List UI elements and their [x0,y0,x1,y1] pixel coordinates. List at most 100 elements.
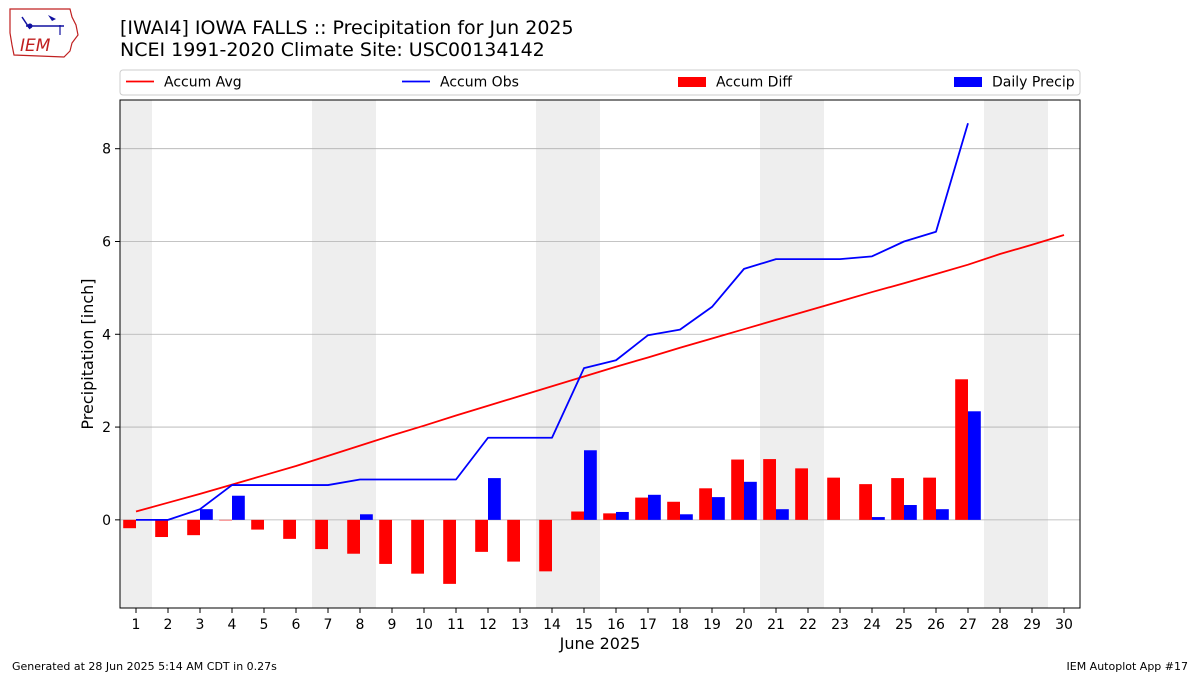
accum-diff-bar [251,519,264,530]
daily-precip-bar [680,514,693,520]
x-tick-label: 17 [639,617,657,633]
plot-frame [119,99,1081,609]
x-tick-label: 1 [132,617,141,633]
x-tick-label: 28 [991,617,1009,633]
x-tick-label: 30 [1055,617,1073,633]
daily-precip-bar [872,517,885,520]
daily-precip-bar [968,411,981,520]
x-tick-label: 12 [479,617,497,633]
accum-diff-bar [539,519,552,572]
legend-accum-diff-label: Accum Diff [716,75,792,91]
x-tick-label: 10 [415,617,433,633]
gridlines [120,148,1080,521]
x-tick-label: 14 [543,617,561,633]
x-axis-label: June 2025 [559,634,641,653]
weekend-band [1016,100,1048,608]
accum-diff-bar [763,459,776,520]
accum-diff-bar [443,519,456,584]
daily-precip-bar [904,505,917,520]
chart-subtitle: NCEI 1991-2020 Climate Site: USC00134142 [120,39,545,61]
x-tick-label: 7 [324,617,333,633]
legend-daily-precip-label: Daily Precip [992,75,1075,91]
accum-diff-bar [219,519,232,521]
bars [123,379,981,584]
accum-diff-bar [347,519,360,554]
daily-precip-bar [488,478,501,520]
daily-precip-bar [232,495,245,520]
legend-accum-avg-label: Accum Avg [164,75,242,91]
x-tick-label: 25 [895,617,913,633]
x-tick-label: 3 [196,617,205,633]
x-tick-label: 24 [863,617,881,633]
x-tick-label: 21 [767,617,785,633]
accum-diff-bar [923,477,936,520]
x-tick-label: 5 [260,617,269,633]
weekend-band [792,100,824,608]
accum-diff-bar [315,519,328,550]
x-tick-label: 6 [292,617,301,633]
accum-diff-bar [955,379,968,520]
daily-precip-bar [360,514,373,520]
y-tick-label: 0 [102,513,111,529]
y-tick-label: 2 [102,420,111,436]
accum-diff-bar [571,511,584,520]
y-tick-label: 4 [102,327,111,343]
accum-diff-bar [891,478,904,520]
legend-box [119,69,1081,96]
accum-diff-bar [731,459,744,520]
legend-accum-obs-label: Accum Obs [440,75,519,91]
x-tick-label: 15 [575,617,593,633]
x-tick-label: 13 [511,617,529,633]
x-tick-label: 20 [735,617,753,633]
daily-precip-bar [648,494,661,520]
x-tick-label: 8 [356,617,365,633]
accum-diff-bar [699,488,712,520]
accum-avg-line [135,234,1065,513]
y-tick-label: 6 [102,234,111,250]
accum-diff-bar [187,519,200,536]
legend-daily-precip-swatch [954,77,982,87]
daily-precip-bar [712,497,725,520]
weekend-band [760,100,792,608]
accum-diff-bar [283,519,296,539]
daily-precip-bar [776,509,789,520]
x-tick-label: 19 [703,617,721,633]
accum-diff-bar [795,468,808,520]
accum-diff-bar [603,513,616,520]
iem-logo: IEM [9,8,79,58]
daily-precip-bar [616,511,629,520]
x-tick-label: 29 [1023,617,1041,633]
accum-diff-bar [475,519,488,552]
x-tick-label: 27 [959,617,977,633]
x-tick-label: 22 [799,617,817,633]
y-axis-label: Precipitation [inch] [78,278,97,429]
x-tick-label: 26 [927,617,945,633]
weekend-band [568,100,600,608]
daily-precip-bar [584,450,597,520]
legend: Accum Avg Accum Obs Accum Diff Daily Precip [119,69,1081,96]
accum-diff-bar [827,477,840,520]
accum-obs-line [136,122,969,521]
legend-accum-diff-swatch [678,77,706,87]
chart-title: [IWAI4] IOWA FALLS :: Precipitation for … [120,17,574,39]
generated-timestamp: Generated at 28 Jun 2025 5:14 AM CDT in … [12,660,277,673]
x-tick-label: 23 [831,617,849,633]
daily-precip-bar [200,509,213,520]
accum-diff-bar [379,519,392,564]
app-credit: IEM Autoplot App #17 [1066,660,1189,673]
weekend-shading [120,100,1048,608]
x-tick-label: 2 [164,617,173,633]
daily-precip-bar [936,509,949,520]
accum-diff-bar [507,519,520,562]
x-tick-label: 18 [671,617,689,633]
accum-diff-bar [859,484,872,520]
accum-diff-bar [155,519,168,538]
accum-diff-bar [123,519,136,529]
accum-diff-bar [635,497,648,520]
x-tick-label: 9 [388,617,397,633]
weekend-band [984,100,1016,608]
weekend-band [120,100,152,608]
x-tick-label: 4 [228,617,237,633]
